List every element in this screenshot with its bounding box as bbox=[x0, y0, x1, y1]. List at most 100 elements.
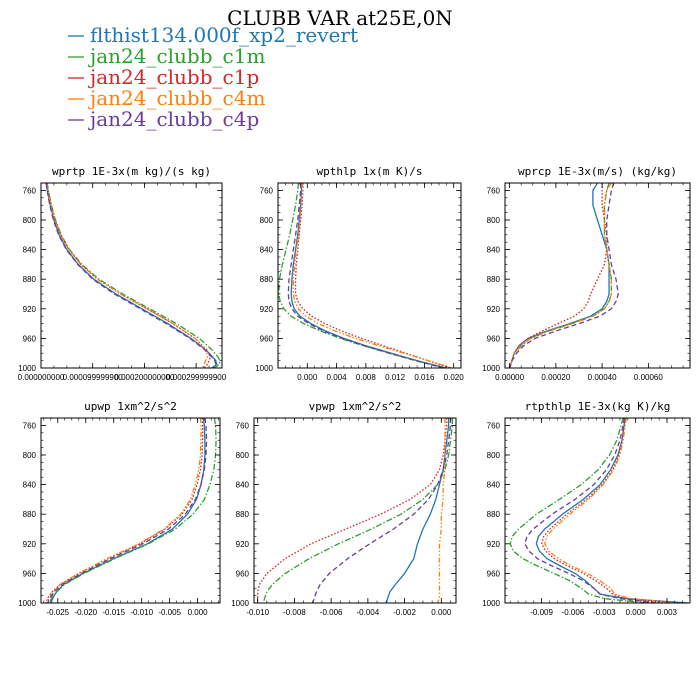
plot-frame bbox=[504, 417, 691, 604]
x-tick-label: -0.002 bbox=[393, 608, 416, 617]
legend-label: flthist134.000f_xp2_revert bbox=[90, 23, 358, 47]
y-tick-label: 1000 bbox=[18, 364, 36, 373]
plot-frame bbox=[40, 417, 221, 604]
x-tick-label: 0.00000 bbox=[495, 373, 524, 382]
y-tick-label: 960 bbox=[23, 334, 37, 343]
y-tick-label: 880 bbox=[23, 275, 37, 284]
legend-entry: jan24_clubb_c1m bbox=[68, 44, 265, 68]
x-tick-label: 0.000299999900 bbox=[166, 373, 227, 382]
series-line-1 bbox=[509, 183, 610, 368]
x-tick-label: 0.000 bbox=[188, 608, 209, 617]
y-tick-label: 960 bbox=[260, 334, 274, 343]
panel-title: wprtp 1E-3x(m kg)/(s kg) bbox=[52, 165, 211, 178]
y-tick-label: 880 bbox=[23, 510, 37, 519]
y-tick-label: 880 bbox=[487, 275, 501, 284]
x-tick-label: -0.004 bbox=[357, 608, 380, 617]
panel-5: vpwp 1xm^2/s^27608008408809209601000-0.0… bbox=[231, 400, 457, 617]
y-tick-label: 1000 bbox=[482, 364, 500, 373]
series-line-3 bbox=[294, 183, 451, 368]
legend-entry: jan24_clubb_c4p bbox=[68, 107, 259, 131]
legend-entry: jan24_clubb_c4m bbox=[68, 86, 265, 110]
y-tick-label: 840 bbox=[23, 481, 37, 490]
y-tick-label: 760 bbox=[487, 421, 501, 430]
series-line-1 bbox=[385, 418, 450, 603]
x-tick-label: 0.016 bbox=[414, 373, 435, 382]
series-line-4 bbox=[509, 183, 613, 368]
y-tick-label: 880 bbox=[260, 275, 274, 284]
y-tick-label: 920 bbox=[23, 305, 37, 314]
x-tick-label: -0.006 bbox=[320, 608, 343, 617]
series-line-2 bbox=[262, 418, 453, 603]
x-tick-label: 0.008 bbox=[356, 373, 377, 382]
panel-title: rtpthlp 1E-3x(kg K)/kg bbox=[525, 400, 671, 413]
legend-label: jan24_clubb_c4m bbox=[88, 86, 265, 110]
x-tick-label: 0.000 bbox=[297, 373, 318, 382]
y-tick-label: 840 bbox=[236, 481, 250, 490]
series-line-2 bbox=[46, 183, 221, 368]
y-tick-label: 1000 bbox=[231, 599, 249, 608]
y-tick-label: 800 bbox=[23, 216, 37, 225]
x-tick-label: 0.00020 bbox=[541, 373, 570, 382]
y-tick-label: 800 bbox=[487, 216, 501, 225]
series-line-5 bbox=[287, 183, 444, 368]
x-tick-label: -0.025 bbox=[46, 608, 69, 617]
x-tick-label: 0.000 bbox=[626, 608, 647, 617]
y-tick-label: 760 bbox=[260, 186, 274, 195]
series-line-4 bbox=[437, 418, 446, 603]
x-tick-label: -0.020 bbox=[74, 608, 97, 617]
legend-label: jan24_clubb_c4p bbox=[88, 107, 259, 131]
panel-2: wpthlp 1x(m K)/s 760 800 840 880 920 960 1000 0.… bbox=[255, 165, 464, 382]
legend-entry: flthist134.000f_xp2_revert bbox=[68, 23, 358, 47]
y-tick-label: 960 bbox=[487, 334, 501, 343]
series-line-4 bbox=[292, 183, 453, 368]
y-tick-label: 800 bbox=[236, 451, 250, 460]
series-line-5 bbox=[45, 183, 217, 368]
x-tick-label: 0.000 bbox=[431, 608, 452, 617]
y-tick-label: 960 bbox=[23, 569, 37, 578]
legend: flthist134.000f_xp2_revertjan24_clubb_c1… bbox=[68, 23, 358, 131]
panel-title: upwp 1xm^2/s^2 bbox=[84, 400, 177, 413]
y-tick-label: 760 bbox=[23, 186, 37, 195]
x-tick-label: 0.000200000000 bbox=[114, 373, 175, 382]
series-line-5 bbox=[524, 418, 657, 603]
x-tick-label: 0.004 bbox=[327, 373, 348, 382]
y-tick-label: 1000 bbox=[482, 599, 500, 608]
y-tick-label: 840 bbox=[487, 481, 501, 490]
x-tick-label: 0.000099999900 bbox=[63, 373, 124, 382]
y-tick-label: 760 bbox=[23, 421, 37, 430]
y-tick-label: 840 bbox=[23, 246, 37, 255]
panels: wprtp 1E-3x(m kg)/(s kg) 760 800 840 880 920 9… bbox=[18, 165, 691, 617]
y-tick-label: 840 bbox=[260, 246, 274, 255]
x-tick-label: 0.00060 bbox=[634, 373, 663, 382]
y-tick-label: 800 bbox=[487, 451, 501, 460]
y-tick-label: 920 bbox=[236, 540, 250, 549]
series-line-4 bbox=[46, 418, 202, 603]
legend-label: jan24_clubb_c1p bbox=[88, 65, 259, 89]
y-tick-label: 800 bbox=[23, 451, 37, 460]
y-tick-label: 760 bbox=[487, 186, 501, 195]
plot-frame bbox=[253, 417, 457, 604]
series-line-3 bbox=[46, 183, 212, 368]
series-line-3 bbox=[257, 418, 448, 603]
y-tick-label: 840 bbox=[487, 246, 501, 255]
x-tick-label: -0.010 bbox=[130, 608, 153, 617]
panel-title: wpthlp 1x(m K)/s bbox=[317, 165, 423, 178]
y-tick-label: 960 bbox=[487, 569, 501, 578]
x-tick-label: -0.009 bbox=[530, 608, 553, 617]
panel-title: vpwp 1xm^2/s^2 bbox=[309, 400, 402, 413]
x-tick-label: 0.003 bbox=[657, 608, 678, 617]
plot-frame bbox=[504, 182, 691, 369]
x-tick-label: 0.020 bbox=[444, 373, 465, 382]
y-tick-label: 880 bbox=[487, 510, 501, 519]
y-tick-label: 920 bbox=[23, 540, 37, 549]
plot-frame bbox=[277, 182, 462, 369]
x-tick-label: -0.005 bbox=[158, 608, 181, 617]
figure-title: CLUBB VAR at25E,0N bbox=[227, 6, 453, 30]
y-tick-label: 800 bbox=[260, 216, 274, 225]
y-tick-label: 1000 bbox=[255, 364, 273, 373]
x-tick-label: -0.006 bbox=[562, 608, 585, 617]
legend-entry: jan24_clubb_c1p bbox=[68, 65, 259, 89]
x-tick-label: -0.010 bbox=[246, 608, 269, 617]
